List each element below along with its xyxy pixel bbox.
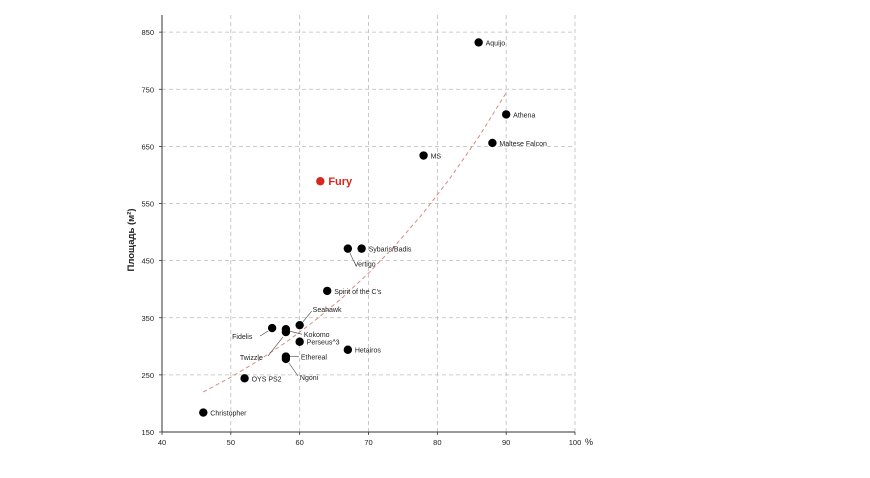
y-tick-label: 450 [141, 257, 154, 266]
point-label: Kokomo [304, 332, 330, 339]
data-point [474, 38, 483, 47]
x-tick-label: 70 [364, 438, 372, 447]
point-label: Twizzle [240, 355, 263, 362]
data-point [488, 138, 497, 148]
data-point [240, 374, 249, 383]
data-point [343, 244, 353, 253]
y-axis-title: Площадь (м²) [126, 209, 137, 272]
x-tick-label: 50 [227, 438, 235, 447]
x-tick-label: 90 [502, 438, 510, 447]
data-point [357, 244, 366, 253]
label-leader-line [349, 252, 355, 262]
point-label: Christopher [210, 411, 247, 418]
point-label: Hetairos [355, 348, 382, 355]
data-points [199, 38, 511, 417]
label-leader-line [289, 330, 302, 335]
point-label: Ethereal [301, 355, 328, 362]
axes: 40 50 60 70 80 90 100 150 250 350 450 550 650 750 850 [141, 15, 581, 447]
y-tick-label: 150 [141, 428, 154, 437]
data-point [323, 286, 332, 296]
grid [162, 15, 576, 432]
point-label: Perseus^3 [307, 340, 340, 347]
y-tick-label: 350 [141, 314, 154, 323]
trendline [203, 92, 507, 393]
point-label: Spirit of the C's [334, 289, 382, 296]
point-label: OYS PS2 [252, 376, 282, 383]
point-label: Aquijo [486, 40, 506, 47]
point-label: Sybaris/Badis [369, 247, 412, 254]
data-point [281, 354, 291, 364]
label-leader-line [302, 310, 312, 323]
label-leader-line [288, 362, 299, 377]
data-point [501, 110, 511, 119]
point-label: Vertigo [354, 262, 376, 269]
data-point [267, 323, 277, 333]
data-point [295, 337, 304, 346]
label-leaders [259, 252, 355, 377]
trendline-path [203, 92, 507, 393]
point-label: Athena [513, 112, 535, 119]
y-tick-label: 550 [141, 200, 154, 209]
data-point [343, 345, 353, 354]
y-tick-label: 650 [141, 142, 154, 151]
data-point [419, 151, 428, 160]
data-point [199, 408, 208, 417]
x-axis-unit: % [585, 437, 593, 447]
point-labels: Aquijo Athena Maltese Falcon MS Fury Sybaris/… [210, 40, 547, 417]
y-tick-label: 250 [141, 371, 154, 380]
data-point [316, 177, 325, 186]
y-tick-label: 850 [141, 28, 154, 37]
point-label: Fury [328, 176, 353, 188]
label-leader-line [259, 330, 269, 337]
point-label: MS [431, 154, 442, 161]
point-label: Seahawk [313, 307, 342, 314]
label-leader-line [267, 336, 284, 357]
x-tick-label: 40 [158, 438, 166, 447]
data-point [281, 327, 291, 337]
data-point [295, 320, 304, 330]
point-label: Fidelis [232, 334, 253, 341]
point-label: Maltese Falcon [499, 141, 547, 148]
x-tick-label: 80 [433, 438, 441, 447]
y-tick-label: 750 [141, 85, 154, 94]
x-tick-label: 60 [295, 438, 303, 447]
point-label: Ngoni [300, 375, 319, 382]
x-tick-label: 100 [569, 438, 582, 447]
